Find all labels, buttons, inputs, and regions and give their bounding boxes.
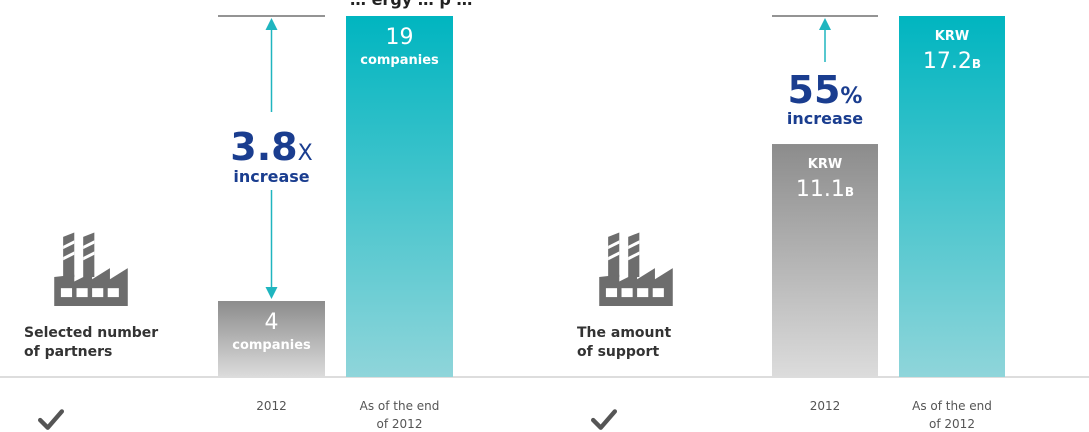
category-label-line: of support <box>577 344 659 360</box>
chart-panel-2: The amount of supportKRW11.1B2012KRW17.2B… <box>577 15 1005 431</box>
arrow-head-up <box>265 18 278 30</box>
arrow-head-up <box>819 18 831 30</box>
increase-text: increase <box>233 167 309 186</box>
increase-value: 55% <box>788 68 863 112</box>
bar-value-prefix: KRW <box>808 157 842 172</box>
bar-as-of-the-end-of-2012 <box>899 16 1005 377</box>
bar-value-suffix: B <box>845 185 854 199</box>
bar-value-suffix: B <box>972 57 981 71</box>
bar-value-number: 11.1B <box>796 177 854 202</box>
category-label: The amount of support <box>577 325 671 360</box>
category-label-line: of partners <box>24 344 112 360</box>
x-tick-label: of 2012 <box>929 417 975 431</box>
check-icon <box>40 411 62 427</box>
increase-symbol: % <box>840 84 862 109</box>
bar-2012 <box>772 144 878 377</box>
page-title: … ergy … p … <box>350 0 650 10</box>
increase-text: increase <box>787 109 863 128</box>
bar-value-digits: 19 <box>386 25 414 50</box>
arrow-head-down <box>265 287 278 299</box>
bar-value-digits: 11.1 <box>796 177 845 202</box>
bar-value-number: 19 <box>386 25 414 50</box>
increase-number: 55 <box>788 68 841 112</box>
bar-value-number: 17.2B <box>923 49 981 74</box>
factory-icon <box>54 232 128 306</box>
check-icon <box>593 411 615 427</box>
chart-panel-1: Selected number of partners 4 companies 2012… <box>24 15 453 431</box>
x-tick-label: of 2012 <box>377 417 423 431</box>
factory-icon <box>599 232 673 306</box>
bar-value-unit: companies <box>360 53 439 68</box>
x-tick-label: As of the end <box>912 399 992 413</box>
bar-value-number: 4 <box>265 310 279 335</box>
bar-value-digits: 17.2 <box>923 49 972 74</box>
bar-value-digits: 4 <box>265 310 279 335</box>
increase-symbol: X <box>298 141 313 166</box>
category-label: Selected number of partners <box>24 325 158 360</box>
bar-as-of-the-end-of-2012 <box>346 16 453 377</box>
increase-value: 3.8X <box>230 125 312 169</box>
bar-value-unit: companies <box>232 338 311 353</box>
category-label-line: Selected number <box>24 325 158 341</box>
x-tick-label: As of the end <box>360 399 440 413</box>
bar-value-prefix: KRW <box>935 29 969 44</box>
x-tick-label: 2012 <box>256 399 287 413</box>
x-tick-label: 2012 <box>810 399 841 413</box>
category-label-line: The amount <box>577 325 671 341</box>
bar-2012 <box>218 301 325 377</box>
increase-number: 3.8 <box>230 125 297 169</box>
